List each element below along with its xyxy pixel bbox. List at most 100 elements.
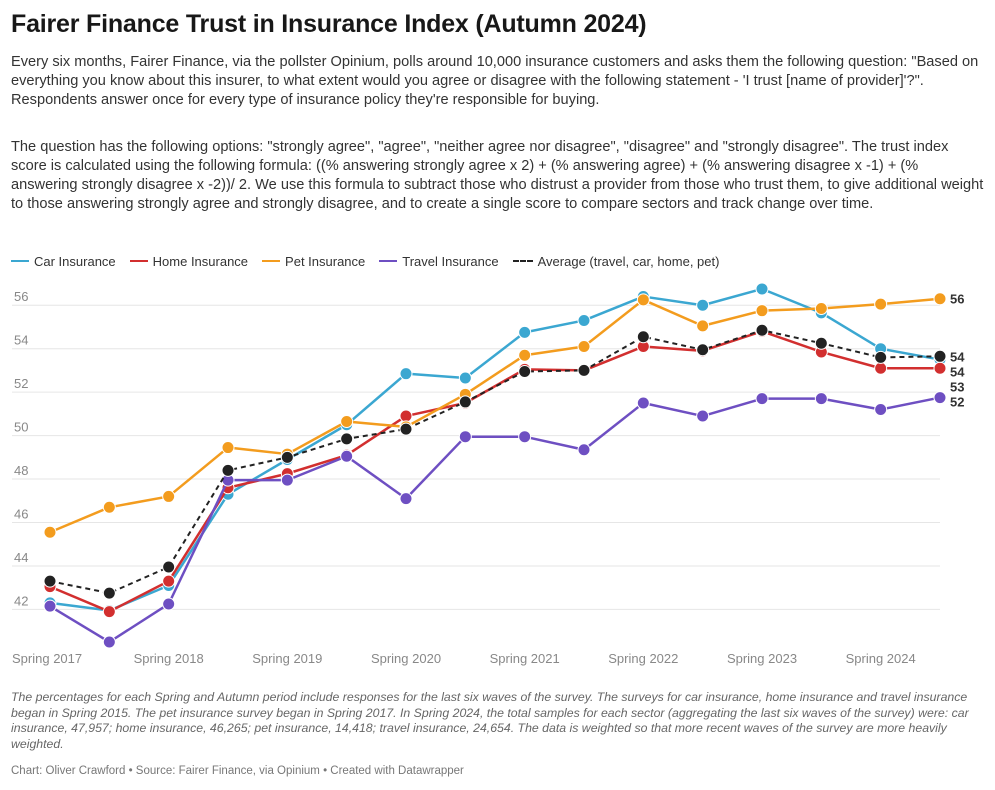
x-tick-label: Spring 2022 <box>608 651 678 666</box>
legend-swatch <box>11 260 29 262</box>
legend-item-2: Pet Insurance <box>262 254 365 269</box>
data-point <box>755 392 769 406</box>
data-point <box>874 297 888 311</box>
series-2 <box>43 292 947 539</box>
x-tick-label: Spring 2019 <box>252 651 322 666</box>
data-point <box>280 473 294 487</box>
legend-label: Average (travel, car, home, pet) <box>537 253 720 269</box>
x-tick-label: Spring 2017 <box>12 651 82 666</box>
data-point <box>340 449 354 463</box>
data-point <box>102 586 116 600</box>
legend-label: Pet Insurance <box>285 253 366 269</box>
y-tick-label: 46 <box>14 507 28 522</box>
data-point <box>696 319 710 333</box>
data-point <box>399 367 413 381</box>
data-point <box>280 450 294 464</box>
legend-label: Car Insurance <box>34 253 116 269</box>
series-4 <box>43 323 947 600</box>
x-tick-label: Spring 2024 <box>846 651 916 666</box>
line-chart: 42 44 46 48 50 52 54 56 Spring 2017 Spring 2018 Sp… <box>12 282 965 666</box>
data-point <box>636 293 650 307</box>
chart-credit: Chart: Oliver Crawford • Source: Fairer … <box>11 765 464 777</box>
data-point <box>755 304 769 318</box>
data-point <box>933 391 947 405</box>
chart-methodology: The question has the following options: … <box>11 139 984 212</box>
legend-swatch <box>129 260 148 262</box>
data-point <box>577 313 591 327</box>
legend-item-3: Travel Insurance <box>379 253 499 269</box>
data-point <box>458 430 472 444</box>
chart-description: Every six months, Fairer Finance, via th… <box>11 54 979 108</box>
data-point <box>696 298 710 312</box>
series-line <box>49 297 941 534</box>
data-point <box>518 325 532 339</box>
data-point <box>518 365 532 379</box>
data-point <box>814 392 828 406</box>
series-3 <box>43 391 947 649</box>
data-point <box>221 441 235 455</box>
data-point <box>933 361 947 375</box>
x-tick-label: Spring 2020 <box>371 651 441 666</box>
data-point <box>636 396 650 410</box>
data-point <box>696 409 710 423</box>
data-point <box>162 574 176 588</box>
y-tick-label: 48 <box>14 463 28 478</box>
end-value-label: 54 <box>950 364 965 379</box>
y-tick-label: 44 <box>14 550 28 565</box>
data-point <box>577 340 591 354</box>
legend-swatch <box>512 260 533 262</box>
legend-item-1: Home Insurance <box>129 253 249 269</box>
data-point <box>102 605 116 619</box>
data-point <box>162 597 176 611</box>
data-point <box>399 422 413 436</box>
data-point <box>102 500 116 514</box>
data-point <box>399 409 413 423</box>
legend-swatch <box>262 260 281 262</box>
data-point <box>933 292 947 306</box>
data-point <box>340 432 354 446</box>
data-point <box>874 403 888 417</box>
y-tick-label: 42 <box>14 593 28 608</box>
chart-legend: Car Insurance Home Insurance Pet Insurance… <box>11 251 986 271</box>
x-tick-label: Spring 2023 <box>727 651 797 666</box>
data-point <box>755 323 769 337</box>
data-point <box>102 635 116 649</box>
legend-item-0: Car Insurance <box>11 254 116 269</box>
data-point <box>696 343 710 357</box>
y-tick-label: 54 <box>14 333 28 348</box>
end-value-label: 54 <box>950 349 965 364</box>
end-value-label: 52 <box>950 394 964 409</box>
data-point <box>399 492 413 506</box>
end-value-label: 53 <box>950 379 964 394</box>
series-line <box>49 396 941 644</box>
data-point <box>518 430 532 444</box>
series-line <box>49 329 941 595</box>
data-point <box>577 363 591 377</box>
data-point <box>162 560 176 574</box>
chart-footnote: The percentages for each Spring and Autu… <box>11 690 969 751</box>
y-tick-label: 56 <box>14 289 28 304</box>
data-point <box>43 599 57 613</box>
data-point <box>162 489 176 503</box>
data-point <box>636 330 650 344</box>
legend-swatch <box>379 260 398 262</box>
legend-label: Travel Insurance <box>402 253 499 269</box>
data-point <box>518 348 532 362</box>
chart-title: Fairer Finance Trust in Insurance Index … <box>11 10 647 38</box>
data-point <box>577 443 591 457</box>
data-point <box>755 282 769 296</box>
data-point <box>43 574 57 588</box>
series-line <box>49 287 941 612</box>
y-tick-label: 50 <box>14 420 28 435</box>
data-point <box>874 350 888 364</box>
data-point <box>458 395 472 409</box>
series-1 <box>43 324 947 619</box>
data-point <box>458 371 472 385</box>
series-line <box>49 330 940 613</box>
data-point <box>43 525 57 539</box>
y-tick-label: 52 <box>14 376 28 391</box>
data-point <box>340 414 354 428</box>
legend-label: Home Insurance <box>152 253 249 269</box>
data-point <box>814 302 828 316</box>
end-value-label: 56 <box>950 292 964 307</box>
